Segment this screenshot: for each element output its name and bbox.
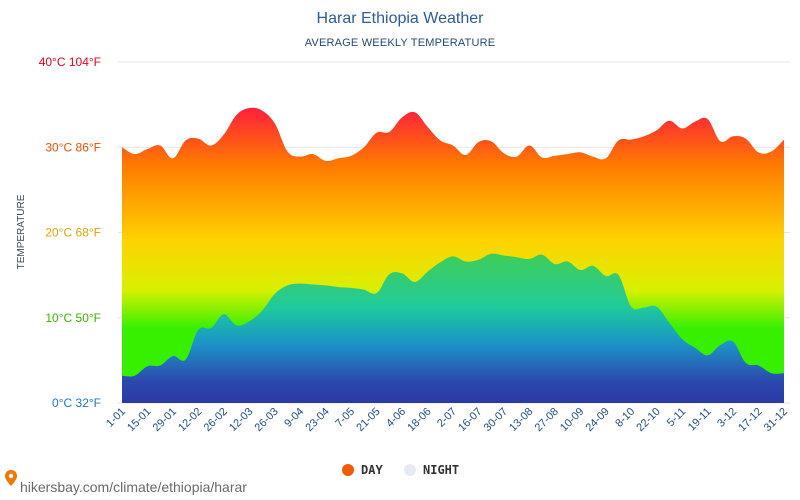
x-tick-label: 26-03 xyxy=(253,406,281,434)
y-tick-label: 20°C 68°F xyxy=(45,226,101,240)
chart-title: Harar Ethiopia Weather xyxy=(317,10,485,27)
y-tick-label: 40°C 104°F xyxy=(39,55,101,69)
source-text: hikersbay.com/climate/ethiopia/harar xyxy=(20,479,247,495)
x-tick-label: 13-08 xyxy=(507,406,535,434)
source-link[interactable]: hikersbay.com/climate/ethiopia/harar xyxy=(5,470,247,495)
legend-day[interactable]: DAY xyxy=(342,463,383,477)
legend-night-marker xyxy=(404,464,416,476)
x-tick-label: 5-11 xyxy=(665,406,688,429)
plot-areas xyxy=(122,107,784,403)
y-axis-label: TEMPERATURE xyxy=(16,194,27,269)
x-tick-label: 31-12 xyxy=(762,406,790,434)
x-tick-label: 10-09 xyxy=(558,406,586,434)
x-tick-label: 16-07 xyxy=(456,406,484,434)
x-tick-label: 30-07 xyxy=(482,406,510,434)
legend-day-marker xyxy=(342,464,354,476)
x-tick-label: 19-11 xyxy=(686,406,714,434)
legend-night-label: NIGHT xyxy=(423,463,459,477)
y-tick-label: 0°C 32°F xyxy=(52,396,101,410)
x-tick-label: 26-02 xyxy=(202,406,230,434)
x-tick-label: 18-06 xyxy=(405,406,433,434)
x-tick-label: 22-10 xyxy=(634,406,662,434)
y-tick-label: 10°C 50°F xyxy=(45,311,101,325)
x-tick-label: 27-08 xyxy=(533,406,561,434)
x-tick-label: 17-12 xyxy=(736,406,764,434)
y-axis-ticks: 0°C 32°F 10°C 50°F 20°C 68°F 30°C 86°F 40°C … xyxy=(39,55,101,410)
legend-night[interactable]: NIGHT xyxy=(404,463,459,477)
x-tick-label: 12-03 xyxy=(227,406,255,434)
y-tick-label: 30°C 86°F xyxy=(45,140,101,154)
x-tick-label: 29-01 xyxy=(151,406,179,434)
legend-day-label: DAY xyxy=(361,463,383,477)
x-tick-label: 23-04 xyxy=(303,406,331,434)
x-tick-label: 24-09 xyxy=(584,406,612,434)
x-tick-label: 21-05 xyxy=(354,406,382,434)
chart-subtitle: AVERAGE WEEKLY TEMPERATURE xyxy=(305,37,496,49)
series-night-area[interactable] xyxy=(122,253,784,403)
legend: DAY NIGHT xyxy=(342,463,459,477)
map-pin-icon xyxy=(5,470,17,486)
x-tick-label: 12-02 xyxy=(176,406,204,434)
x-tick-label: 15-01 xyxy=(125,406,153,434)
